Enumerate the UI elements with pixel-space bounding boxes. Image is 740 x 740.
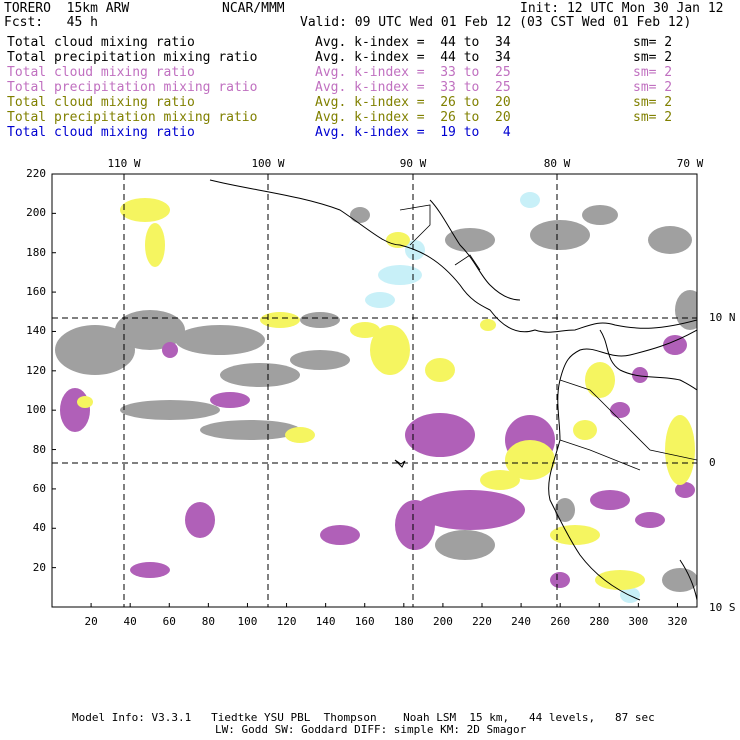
lat-lon-grid bbox=[52, 174, 697, 607]
legend-sm: sm= 2 bbox=[633, 80, 673, 95]
legend-field: Total precipitation mixing ratio bbox=[7, 80, 258, 95]
y-tick-label: 220 bbox=[26, 167, 46, 180]
longitude-label: 70 W bbox=[676, 157, 704, 170]
legend-field: Total cloud mixing ratio bbox=[7, 95, 195, 110]
longitude-label: 110 W bbox=[107, 157, 141, 170]
purple-cloud-field bbox=[60, 335, 695, 588]
legend-field: Total cloud mixing ratio bbox=[7, 65, 195, 80]
latitude-label: 10 S bbox=[709, 601, 736, 614]
legend-index: Avg. k-index = 33 to 25 bbox=[315, 80, 511, 95]
x-tick-label: 180 bbox=[393, 615, 414, 628]
latitude-label: 10 N bbox=[709, 311, 736, 324]
map-frame bbox=[51, 173, 698, 608]
x-tick-label: 220 bbox=[472, 615, 492, 628]
x-tick-label: 240 bbox=[511, 615, 532, 628]
y-tick-label: 20 bbox=[32, 560, 46, 574]
cyan-cloud-field bbox=[365, 192, 640, 603]
x-tick-label: 320 bbox=[667, 615, 688, 628]
coastline bbox=[209, 179, 697, 601]
x-tick-label: 60 bbox=[162, 615, 176, 628]
x-tick-label: 20 bbox=[84, 615, 98, 628]
x-tick-label: 40 bbox=[123, 615, 137, 628]
model-info-line1: Model Info: V3.3.1 Tiedtke YSU PBL Thomp… bbox=[72, 711, 655, 724]
latitude-label: 0 bbox=[709, 456, 716, 469]
legend-field: Total precipitation mixing ratio bbox=[7, 50, 258, 65]
y-tick-label: 60 bbox=[32, 481, 46, 495]
x-tick-label: 100 bbox=[237, 615, 258, 628]
model-title: TORERO 15km ARW bbox=[4, 1, 130, 16]
y-tick-label: 160 bbox=[26, 285, 46, 299]
longitude-label: 90 W bbox=[399, 157, 427, 170]
legend-index: Avg. k-index = 33 to 25 bbox=[315, 65, 511, 80]
legend-index: Avg. k-index = 26 to 20 bbox=[315, 110, 511, 125]
legend-sm: sm= 2 bbox=[633, 110, 673, 125]
y-tick-label: 100 bbox=[26, 403, 46, 417]
x-tick-label: 120 bbox=[276, 615, 297, 628]
forecast-hour: Fcst: 45 h bbox=[4, 15, 98, 30]
legend-index: Avg. k-index = 44 to 34 bbox=[315, 50, 511, 65]
y-tick-label: 180 bbox=[26, 245, 46, 259]
x-tick-label: 160 bbox=[354, 615, 375, 628]
organization-label: NCAR/MMM bbox=[222, 1, 285, 16]
x-tick-label: 280 bbox=[589, 615, 610, 628]
init-time: Init: 12 UTC Mon 30 Jan 12 bbox=[520, 1, 724, 16]
gray-cloud-field bbox=[55, 205, 697, 592]
longitude-label: 100 W bbox=[251, 157, 285, 170]
legend-sm: sm= 2 bbox=[633, 65, 673, 80]
longitude-label: 80 W bbox=[543, 157, 571, 170]
valid-time: Valid: 09 UTC Wed 01 Feb 12 (03 CST Wed … bbox=[300, 15, 692, 30]
model-info-line2: LW: Godd SW: Goddard DIFF: simple KM: 2D… bbox=[215, 723, 527, 736]
yellow-cloud-field bbox=[77, 198, 695, 590]
y-tick-label: 120 bbox=[26, 363, 46, 377]
legend-field: Total cloud mixing ratio bbox=[7, 35, 195, 50]
legend-index: Avg. k-index = 19 to 4 bbox=[315, 125, 511, 140]
legend-sm: sm= 2 bbox=[633, 50, 673, 65]
legend-field: Total precipitation mixing ratio bbox=[7, 110, 258, 125]
x-tick-label: 80 bbox=[201, 615, 215, 628]
x-tick-label: 260 bbox=[550, 615, 571, 628]
y-tick-label: 40 bbox=[32, 521, 46, 535]
y-tick-label: 140 bbox=[26, 324, 46, 338]
y-tick-label: 80 bbox=[32, 442, 46, 456]
legend-index: Avg. k-index = 44 to 34 bbox=[315, 35, 511, 50]
legend-index: Avg. k-index = 26 to 20 bbox=[315, 95, 511, 110]
y-tick-label: 200 bbox=[26, 206, 46, 220]
legend-sm: sm= 2 bbox=[633, 35, 673, 50]
x-tick-label: 140 bbox=[315, 615, 336, 628]
legend-field: Total cloud mixing ratio bbox=[7, 125, 195, 140]
x-tick-label: 200 bbox=[432, 615, 453, 628]
x-tick-label: 300 bbox=[628, 615, 649, 628]
legend-sm: sm= 2 bbox=[633, 95, 673, 110]
